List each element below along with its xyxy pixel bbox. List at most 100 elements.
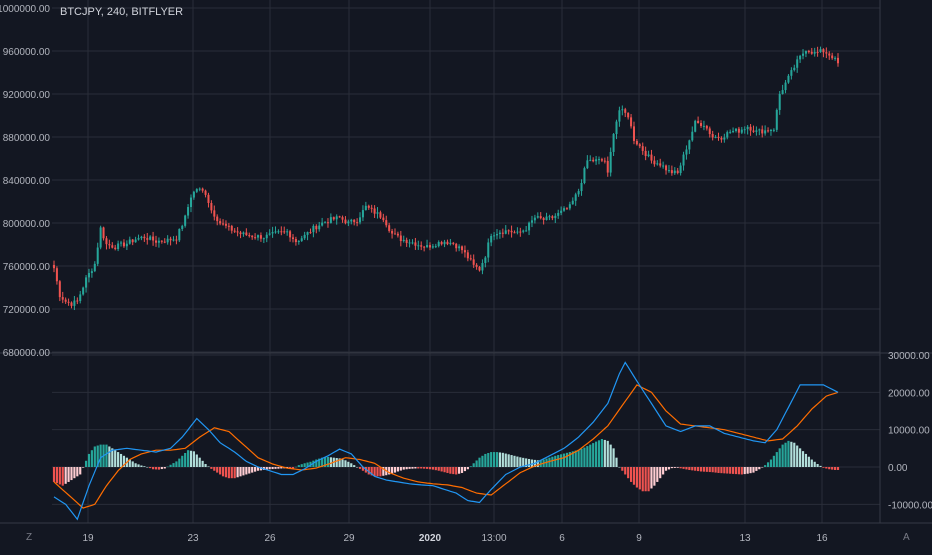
- macd-axis[interactable]: 30000.00 20000.00 10000.00 0.00 -10000.00: [888, 351, 932, 511]
- candle: [790, 67, 793, 80]
- histogram-bar: [737, 467, 740, 475]
- candle-body: [265, 234, 268, 239]
- candle: [702, 120, 705, 131]
- histogram-bar: [536, 460, 539, 467]
- candle: [236, 227, 239, 237]
- histogram-bar: [833, 467, 837, 470]
- candle: [111, 242, 114, 249]
- candle: [431, 243, 434, 249]
- candle: [423, 245, 426, 252]
- candle-body: [466, 252, 469, 259]
- candle: [734, 128, 738, 133]
- histogram-bar: [554, 455, 557, 467]
- histogram-bar: [685, 467, 688, 470]
- candle: [600, 157, 603, 163]
- candle: [227, 223, 230, 231]
- candle-body: [96, 247, 99, 264]
- histogram-bar: [350, 463, 353, 467]
- candle-body: [306, 232, 309, 235]
- candle: [461, 245, 464, 254]
- histogram-bar: [402, 467, 405, 470]
- candle-body: [513, 232, 516, 234]
- histogram-bar: [796, 445, 799, 467]
- price-axis[interactable]: 1000000.00 960000.00 920000.00 880000.00 840…: [0, 4, 50, 359]
- candle: [344, 216, 347, 225]
- candle: [481, 259, 484, 275]
- histogram-bar: [204, 464, 207, 467]
- candle-body: [207, 194, 210, 203]
- candle: [458, 244, 461, 252]
- candle: [367, 204, 370, 210]
- candle-body: [359, 217, 362, 223]
- candle-body: [799, 55, 802, 60]
- candle-body: [108, 244, 111, 246]
- candle-body: [385, 220, 388, 226]
- candle-body: [758, 129, 761, 131]
- candle: [154, 235, 158, 247]
- candle-body: [405, 239, 408, 243]
- candle: [510, 225, 513, 238]
- candle: [312, 224, 315, 238]
- candle-body: [321, 222, 324, 226]
- time-axis-label: 19: [82, 533, 94, 544]
- histogram-bar: [166, 466, 169, 468]
- candle: [120, 240, 123, 247]
- histogram-bar: [755, 467, 758, 471]
- candle-body: [324, 222, 327, 224]
- signal-line: [53, 384, 839, 509]
- candle-body: [708, 128, 711, 135]
- histogram-bar: [469, 466, 472, 467]
- candle-body: [224, 223, 227, 226]
- zoom-reset-button[interactable]: Z: [26, 532, 33, 543]
- candle-body: [819, 49, 822, 52]
- time-axis-label: 9: [636, 533, 642, 544]
- candle: [58, 280, 61, 302]
- histogram-bar: [723, 467, 726, 474]
- candle-body: [201, 188, 204, 191]
- candle: [245, 228, 248, 236]
- histogram-bar: [358, 467, 362, 469]
- candle: [353, 219, 356, 226]
- price-axis-label: 1000000.00: [0, 4, 50, 15]
- histogram-bar: [734, 467, 738, 475]
- histogram-bar: [711, 467, 714, 473]
- histogram-bar: [816, 464, 819, 467]
- candle-body: [627, 112, 630, 118]
- candle-body: [612, 134, 615, 152]
- candle: [568, 201, 571, 211]
- price-axis-label: 880000.00: [3, 133, 51, 144]
- candle: [192, 190, 195, 200]
- candle: [810, 47, 813, 55]
- candle-body: [714, 136, 717, 138]
- candle-body: [195, 189, 198, 192]
- histogram-bar: [280, 467, 283, 469]
- histogram-bar: [420, 467, 423, 469]
- candle-body: [796, 59, 799, 68]
- candle: [364, 201, 367, 211]
- candle-body: [632, 126, 636, 141]
- candle: [286, 228, 289, 236]
- candle-body: [248, 235, 251, 237]
- candle: [414, 237, 417, 250]
- candle-body: [510, 230, 513, 233]
- time-axis[interactable]: 19 23 26 29 2020 13:00 6 9 13 16: [82, 533, 828, 544]
- candle-body: [114, 247, 117, 250]
- candle: [399, 230, 402, 247]
- candle-body: [367, 205, 370, 208]
- candle: [667, 165, 670, 173]
- candle: [638, 143, 641, 149]
- candle-body: [452, 242, 455, 244]
- histogram-bar: [288, 467, 292, 469]
- candle: [778, 91, 781, 115]
- histogram-bar: [131, 461, 134, 467]
- candle: [743, 126, 746, 134]
- candle-body: [347, 221, 350, 224]
- auto-scale-button[interactable]: A: [903, 532, 910, 543]
- candle: [530, 215, 533, 228]
- candle-body: [204, 190, 207, 195]
- candle-body: [213, 210, 216, 217]
- histogram-bar: [242, 467, 245, 476]
- histogram-bar: [787, 440, 790, 467]
